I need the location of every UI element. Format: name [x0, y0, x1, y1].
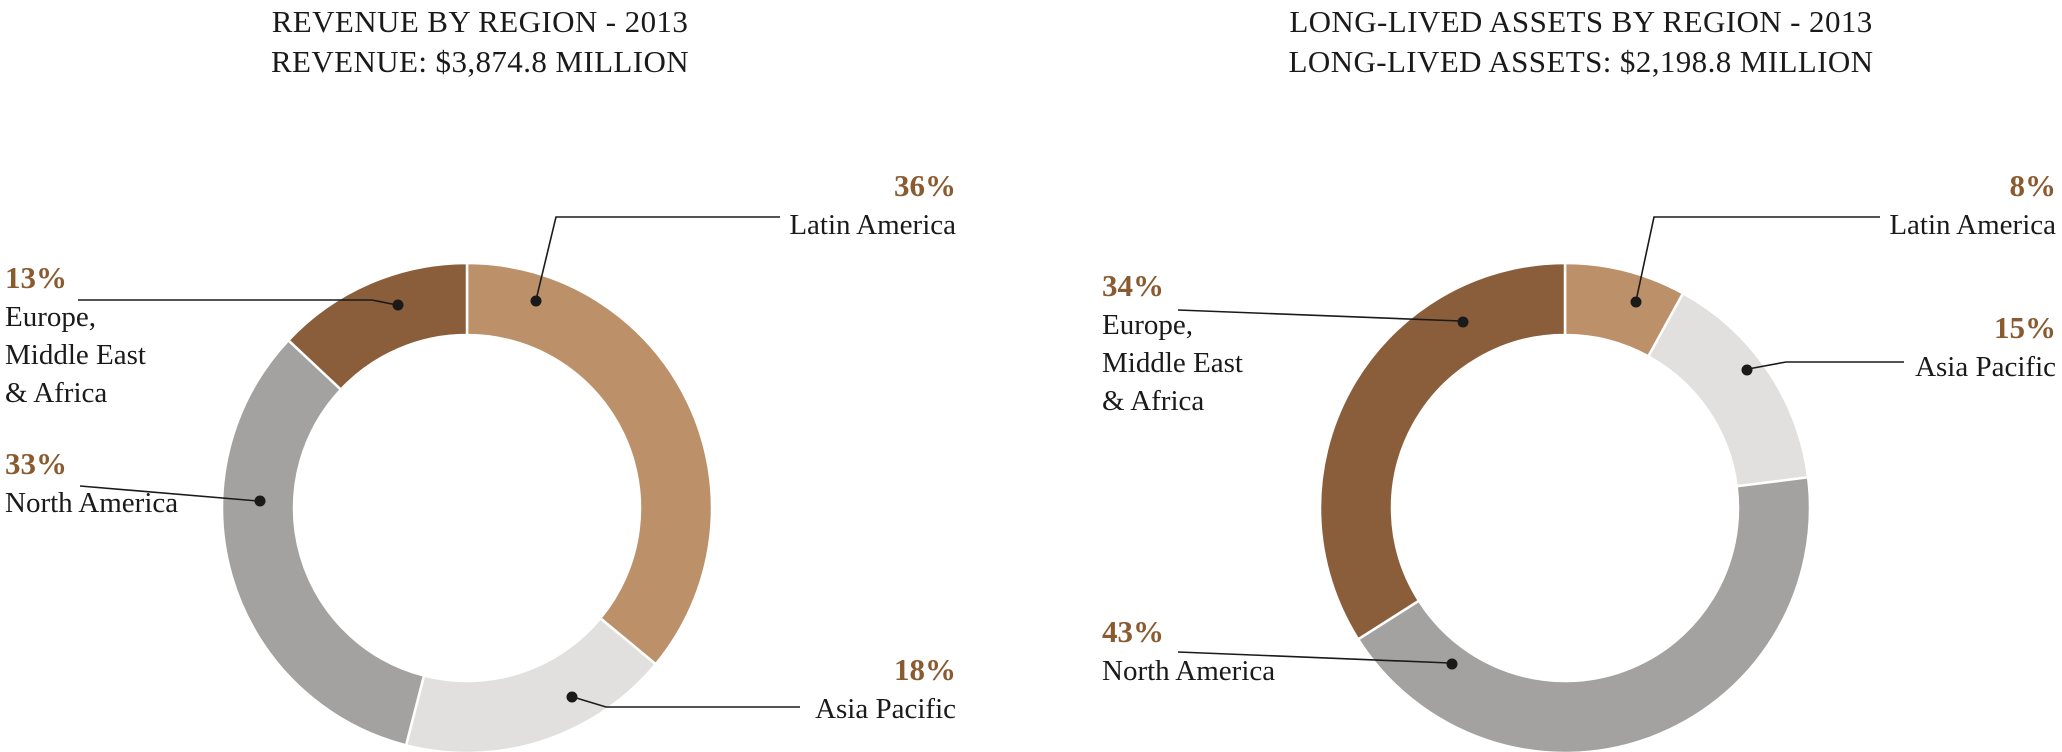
percent-label: 43%	[1102, 614, 1164, 649]
callout-revenue-emea: 13% Europe, Middle East & Africa	[5, 258, 146, 412]
callout-revenue-latin-america: 36% Latin America	[789, 166, 956, 244]
callout-assets-latin-america: 8% Latin America	[1889, 166, 2056, 244]
donut-segment-europe-middle-east-africa	[1318, 261, 1567, 642]
region-label: Asia Pacific	[815, 693, 956, 725]
region-label: Europe,	[1102, 309, 1193, 341]
donut-segment-latin-america	[465, 261, 714, 666]
dot-assets-north-america	[1446, 658, 1458, 670]
donut-segment-asia-pacific	[1646, 291, 1810, 488]
leader-revenue-north-america	[79, 485, 259, 502]
region-label: North America	[5, 487, 179, 519]
callout-assets-asia-pacific: 15% Asia Pacific	[1915, 308, 2056, 386]
donut-segment-north-america	[220, 338, 426, 747]
percent-label: 15%	[1994, 310, 2056, 345]
leader-revenue-latin-america	[535, 216, 780, 301]
donut-segment-asia-pacific	[404, 616, 658, 752]
region-label: Latin America	[789, 209, 956, 241]
percent-label: 33%	[5, 446, 67, 481]
callout-revenue-north-america: 33% North America	[5, 444, 178, 522]
revenue-donut-chart	[220, 261, 714, 752]
leader-assets-asia-pacific	[1747, 361, 1904, 370]
dot-revenue-latin-america	[530, 295, 542, 307]
leader-revenue-emea	[78, 299, 398, 306]
region-label: Europe,	[5, 301, 96, 333]
assets-title-line2: LONG-LIVED ASSETS: $2,198.8 MILLION	[1288, 44, 1874, 79]
assets-chart-title: LONG-LIVED ASSETS BY REGION - 2013 LONG-…	[1181, 2, 1981, 82]
donut-segment-north-america	[1356, 475, 1812, 752]
leader-assets-latin-america	[1635, 216, 1880, 302]
assets-title-line1: LONG-LIVED ASSETS BY REGION - 2013	[1289, 4, 1873, 39]
region-label: Latin America	[1889, 209, 2056, 241]
region-label: & Africa	[1102, 385, 1205, 417]
callout-assets-emea: 34% Europe, Middle East & Africa	[1102, 266, 1243, 420]
callout-dots	[254, 295, 1753, 703]
revenue-title-line1: REVENUE BY REGION - 2013	[271, 4, 689, 39]
dot-revenue-emea	[392, 299, 404, 311]
leader-revenue-asia-pacific	[572, 696, 800, 708]
callout-revenue-asia-pacific: 18% Asia Pacific	[815, 650, 956, 728]
leader-assets-emea	[1177, 309, 1462, 322]
dot-assets-asia-pacific	[1741, 364, 1753, 376]
dot-assets-latin-america	[1630, 296, 1642, 308]
region-label: Asia Pacific	[1915, 351, 2056, 383]
assets-donut-chart	[1318, 261, 1812, 752]
callout-assets-north-america: 43% North America	[1102, 612, 1275, 690]
percent-label: 8%	[2009, 168, 2057, 203]
percent-label: 18%	[894, 652, 956, 687]
percent-label: 34%	[1102, 268, 1164, 303]
region-label: & Africa	[5, 377, 108, 409]
donut-segment-europe-middle-east-africa	[286, 261, 469, 392]
region-label: North America	[1102, 655, 1276, 687]
callout-leader-lines	[78, 216, 1904, 708]
dot-assets-emea	[1457, 316, 1469, 328]
region-label: Middle East	[1102, 347, 1243, 379]
percent-label: 36%	[894, 168, 956, 203]
percent-label: 13%	[5, 260, 67, 295]
leader-assets-north-america	[1177, 651, 1451, 664]
revenue-chart-title: REVENUE BY REGION - 2013 REVENUE: $3,874…	[80, 2, 880, 82]
dot-revenue-asia-pacific	[566, 691, 578, 703]
region-label: Middle East	[5, 339, 146, 371]
dot-revenue-north-america	[254, 495, 266, 507]
revenue-title-line2: REVENUE: $3,874.8 MILLION	[270, 44, 690, 79]
